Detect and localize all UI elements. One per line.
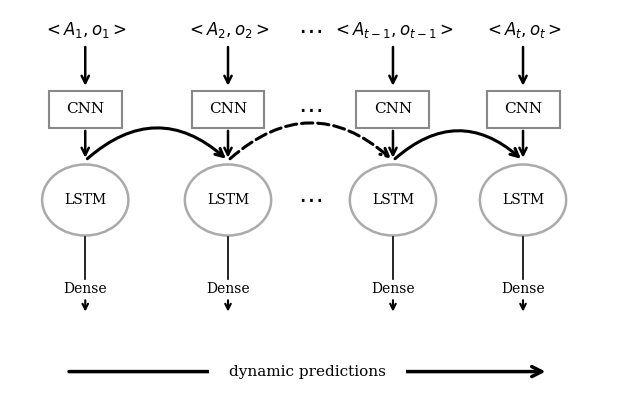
Text: LSTM: LSTM — [207, 193, 249, 207]
Text: $\cdots$: $\cdots$ — [298, 98, 323, 121]
Text: CNN: CNN — [66, 102, 104, 116]
FancyBboxPatch shape — [49, 90, 122, 128]
Text: LSTM: LSTM — [64, 193, 106, 207]
Text: LSTM: LSTM — [502, 193, 544, 207]
Ellipse shape — [480, 164, 566, 236]
Text: Dense: Dense — [63, 282, 107, 296]
Bar — [209, 362, 406, 382]
Text: Dense: Dense — [371, 282, 415, 296]
Text: CNN: CNN — [209, 102, 247, 116]
Ellipse shape — [185, 164, 271, 236]
Text: CNN: CNN — [374, 102, 412, 116]
Text: CNN: CNN — [504, 102, 542, 116]
Text: $< A_t, o_t >$: $< A_t, o_t >$ — [484, 20, 562, 40]
Ellipse shape — [42, 164, 129, 236]
Text: $\cdots$: $\cdots$ — [298, 19, 323, 42]
FancyBboxPatch shape — [191, 90, 264, 128]
Text: Dense: Dense — [206, 282, 250, 296]
Text: Dense: Dense — [501, 282, 545, 296]
FancyBboxPatch shape — [356, 90, 429, 128]
Ellipse shape — [350, 164, 436, 236]
Text: dynamic predictions: dynamic predictions — [229, 364, 386, 378]
FancyBboxPatch shape — [486, 90, 559, 128]
Text: $< A_2, o_2 >$: $< A_2, o_2 >$ — [186, 20, 270, 40]
Text: $< A_1, o_1 >$: $< A_1, o_1 >$ — [44, 20, 127, 40]
Text: $\cdots$: $\cdots$ — [298, 188, 323, 212]
Text: $< A_{t-1}, o_{t-1} >$: $< A_{t-1}, o_{t-1} >$ — [332, 20, 454, 40]
Text: LSTM: LSTM — [372, 193, 414, 207]
